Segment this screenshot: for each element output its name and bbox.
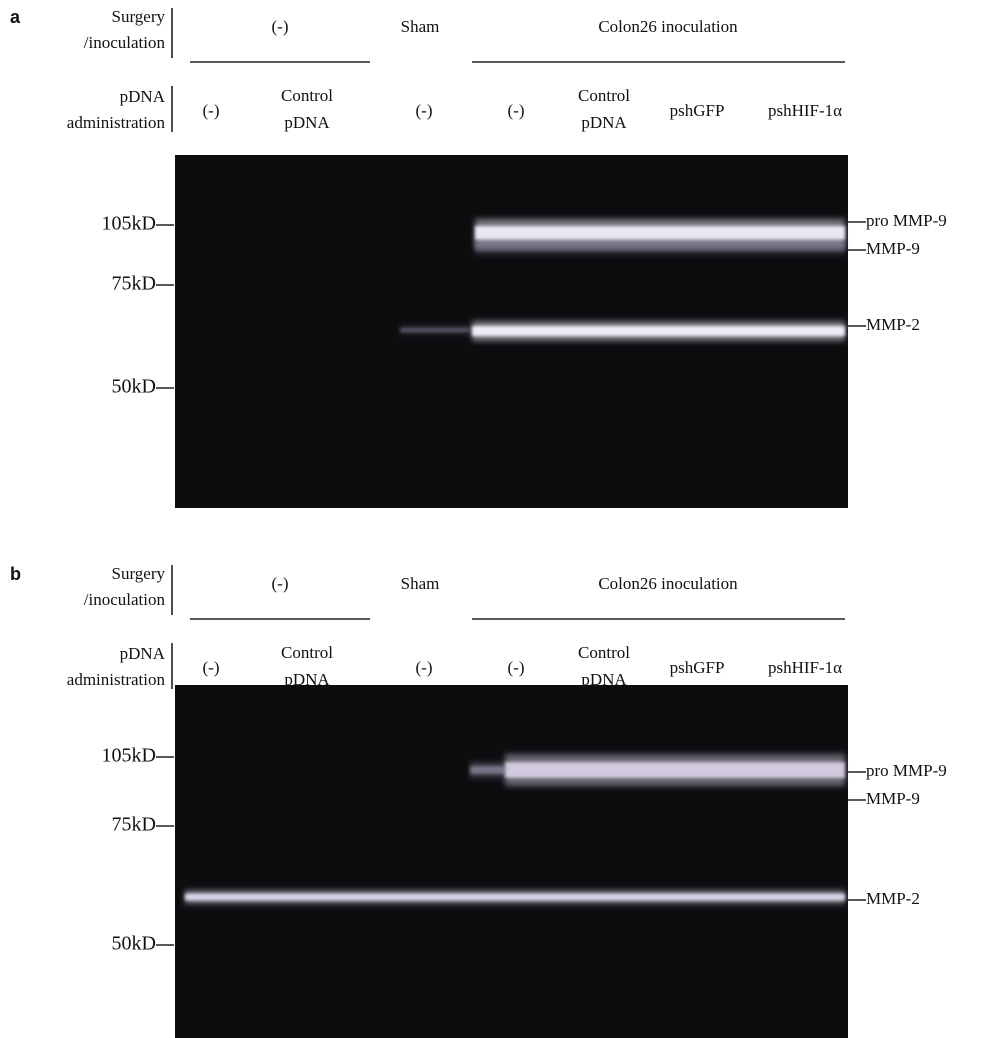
band-label: MMP-2	[866, 315, 920, 334]
row-label: pDNA	[120, 644, 166, 663]
lane-label: Control	[578, 643, 630, 662]
marker-label: 50kD	[112, 933, 156, 955]
band-label: pro MMP-9	[866, 211, 947, 230]
group-label: Sham	[401, 574, 440, 593]
lane-label: Control	[281, 643, 333, 662]
gel-band	[475, 243, 845, 251]
panel-letter: a	[10, 7, 21, 27]
row-label: pDNA	[120, 87, 166, 106]
lane-label: Control	[281, 86, 333, 105]
row-label: administration	[67, 113, 166, 132]
lane-label: Control	[578, 86, 630, 105]
group-label: (-)	[272, 17, 289, 36]
row-label: Surgery	[111, 7, 165, 26]
gel	[175, 685, 848, 1038]
group-label: (-)	[272, 574, 289, 593]
lane-label: pshGFP	[670, 101, 725, 120]
lane-label: (-)	[508, 101, 525, 120]
group-label: Colon26 inoculation	[598, 574, 738, 593]
lane-label: (-)	[508, 658, 525, 677]
gel-band	[505, 762, 845, 778]
lane-label: pshHIF-1α	[768, 101, 842, 120]
band-label: MMP-9	[866, 239, 920, 258]
lane-label: (-)	[416, 101, 433, 120]
band-label: MMP-2	[866, 889, 920, 908]
lane-label: pshHIF-1α	[768, 658, 842, 677]
lane-label: pDNA	[581, 670, 627, 689]
lane-label: pshGFP	[670, 658, 725, 677]
band-label: pro MMP-9	[866, 761, 947, 780]
marker-label: 105kD	[102, 213, 156, 235]
group-label: Sham	[401, 17, 440, 36]
gel-band	[475, 226, 845, 240]
row-label: administration	[67, 670, 166, 689]
row-label: /inoculation	[84, 590, 166, 609]
gel-band	[472, 326, 845, 336]
lane-label: (-)	[203, 101, 220, 120]
row-label: /inoculation	[84, 33, 166, 52]
gel-band	[400, 328, 470, 332]
panel-letter: b	[10, 564, 21, 584]
marker-label: 105kD	[102, 745, 156, 767]
lane-label: pDNA	[284, 113, 330, 132]
lane-label: pDNA	[581, 113, 627, 132]
lane-label: pDNA	[284, 670, 330, 689]
lane-label: (-)	[203, 658, 220, 677]
band-label: MMP-9	[866, 789, 920, 808]
marker-label: 75kD	[112, 273, 156, 295]
marker-label: 50kD	[112, 376, 156, 398]
gel-band	[470, 766, 505, 774]
group-label: Colon26 inoculation	[598, 17, 738, 36]
row-label: Surgery	[111, 564, 165, 583]
marker-label: 75kD	[112, 814, 156, 836]
lane-label: (-)	[416, 658, 433, 677]
gel-band	[185, 893, 845, 901]
